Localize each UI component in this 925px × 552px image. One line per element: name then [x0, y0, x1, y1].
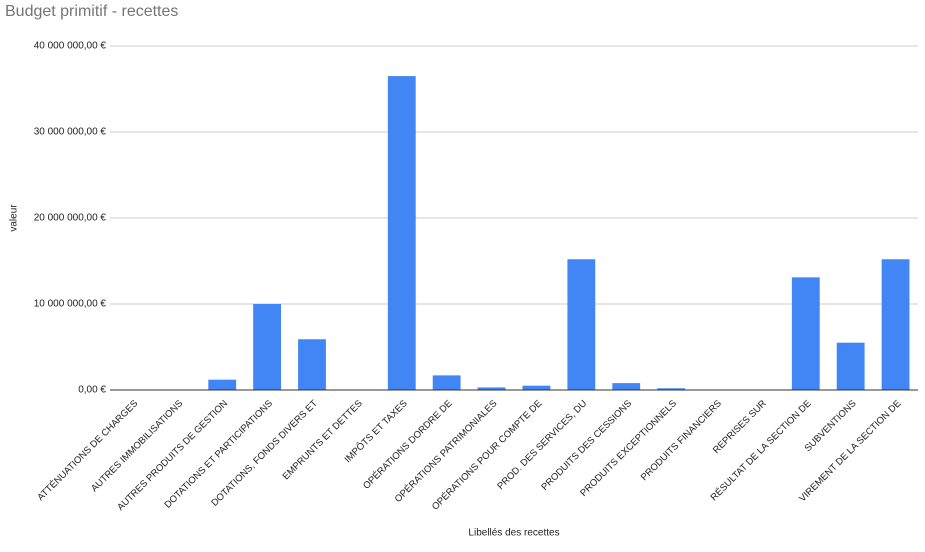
bar	[477, 387, 506, 390]
chart-title: Budget primitif - recettes	[5, 3, 178, 20]
x-tick-label: EMPRUNTS ET DETTES	[281, 398, 365, 482]
y-tick-label: 10 000 000,00 €	[34, 299, 107, 310]
bar	[253, 304, 282, 390]
bar	[208, 379, 237, 390]
x-tick-label: PRODUITS EXCEPTIONNELS	[578, 398, 679, 499]
bar	[612, 383, 641, 390]
y-tick-label: 40 000 000,00 €	[34, 41, 107, 52]
x-tick-label: AUTRES IMMOBILISATIONS	[89, 398, 185, 494]
x-tick-label: RÉSULTAT DE LA SECTION DE	[709, 398, 814, 503]
y-tick-label: 20 000 000,00 €	[34, 213, 107, 224]
y-tick-label: 30 000 000,00 €	[34, 127, 107, 138]
x-tick-label: PRODUITS FINANCIERS	[639, 398, 724, 483]
y-tick-label: 0,00 €	[78, 385, 106, 396]
x-tick-label: PROD. DES SERVICES, DU	[495, 398, 589, 492]
bar	[432, 375, 461, 390]
y-axis-label: valeur	[9, 204, 20, 232]
x-axis-label: Libellés des recettes	[468, 528, 559, 539]
bar	[387, 76, 416, 390]
bar	[881, 259, 910, 390]
bar	[836, 342, 865, 390]
bar	[657, 388, 686, 390]
x-tick-label: PRODUITS DES CESSIONS	[539, 398, 634, 493]
x-tick-label: OPÉRATIONS DORDRE DE	[361, 398, 455, 492]
bar	[567, 259, 596, 390]
bar	[298, 339, 326, 390]
bar	[791, 277, 820, 390]
bar	[522, 385, 551, 390]
